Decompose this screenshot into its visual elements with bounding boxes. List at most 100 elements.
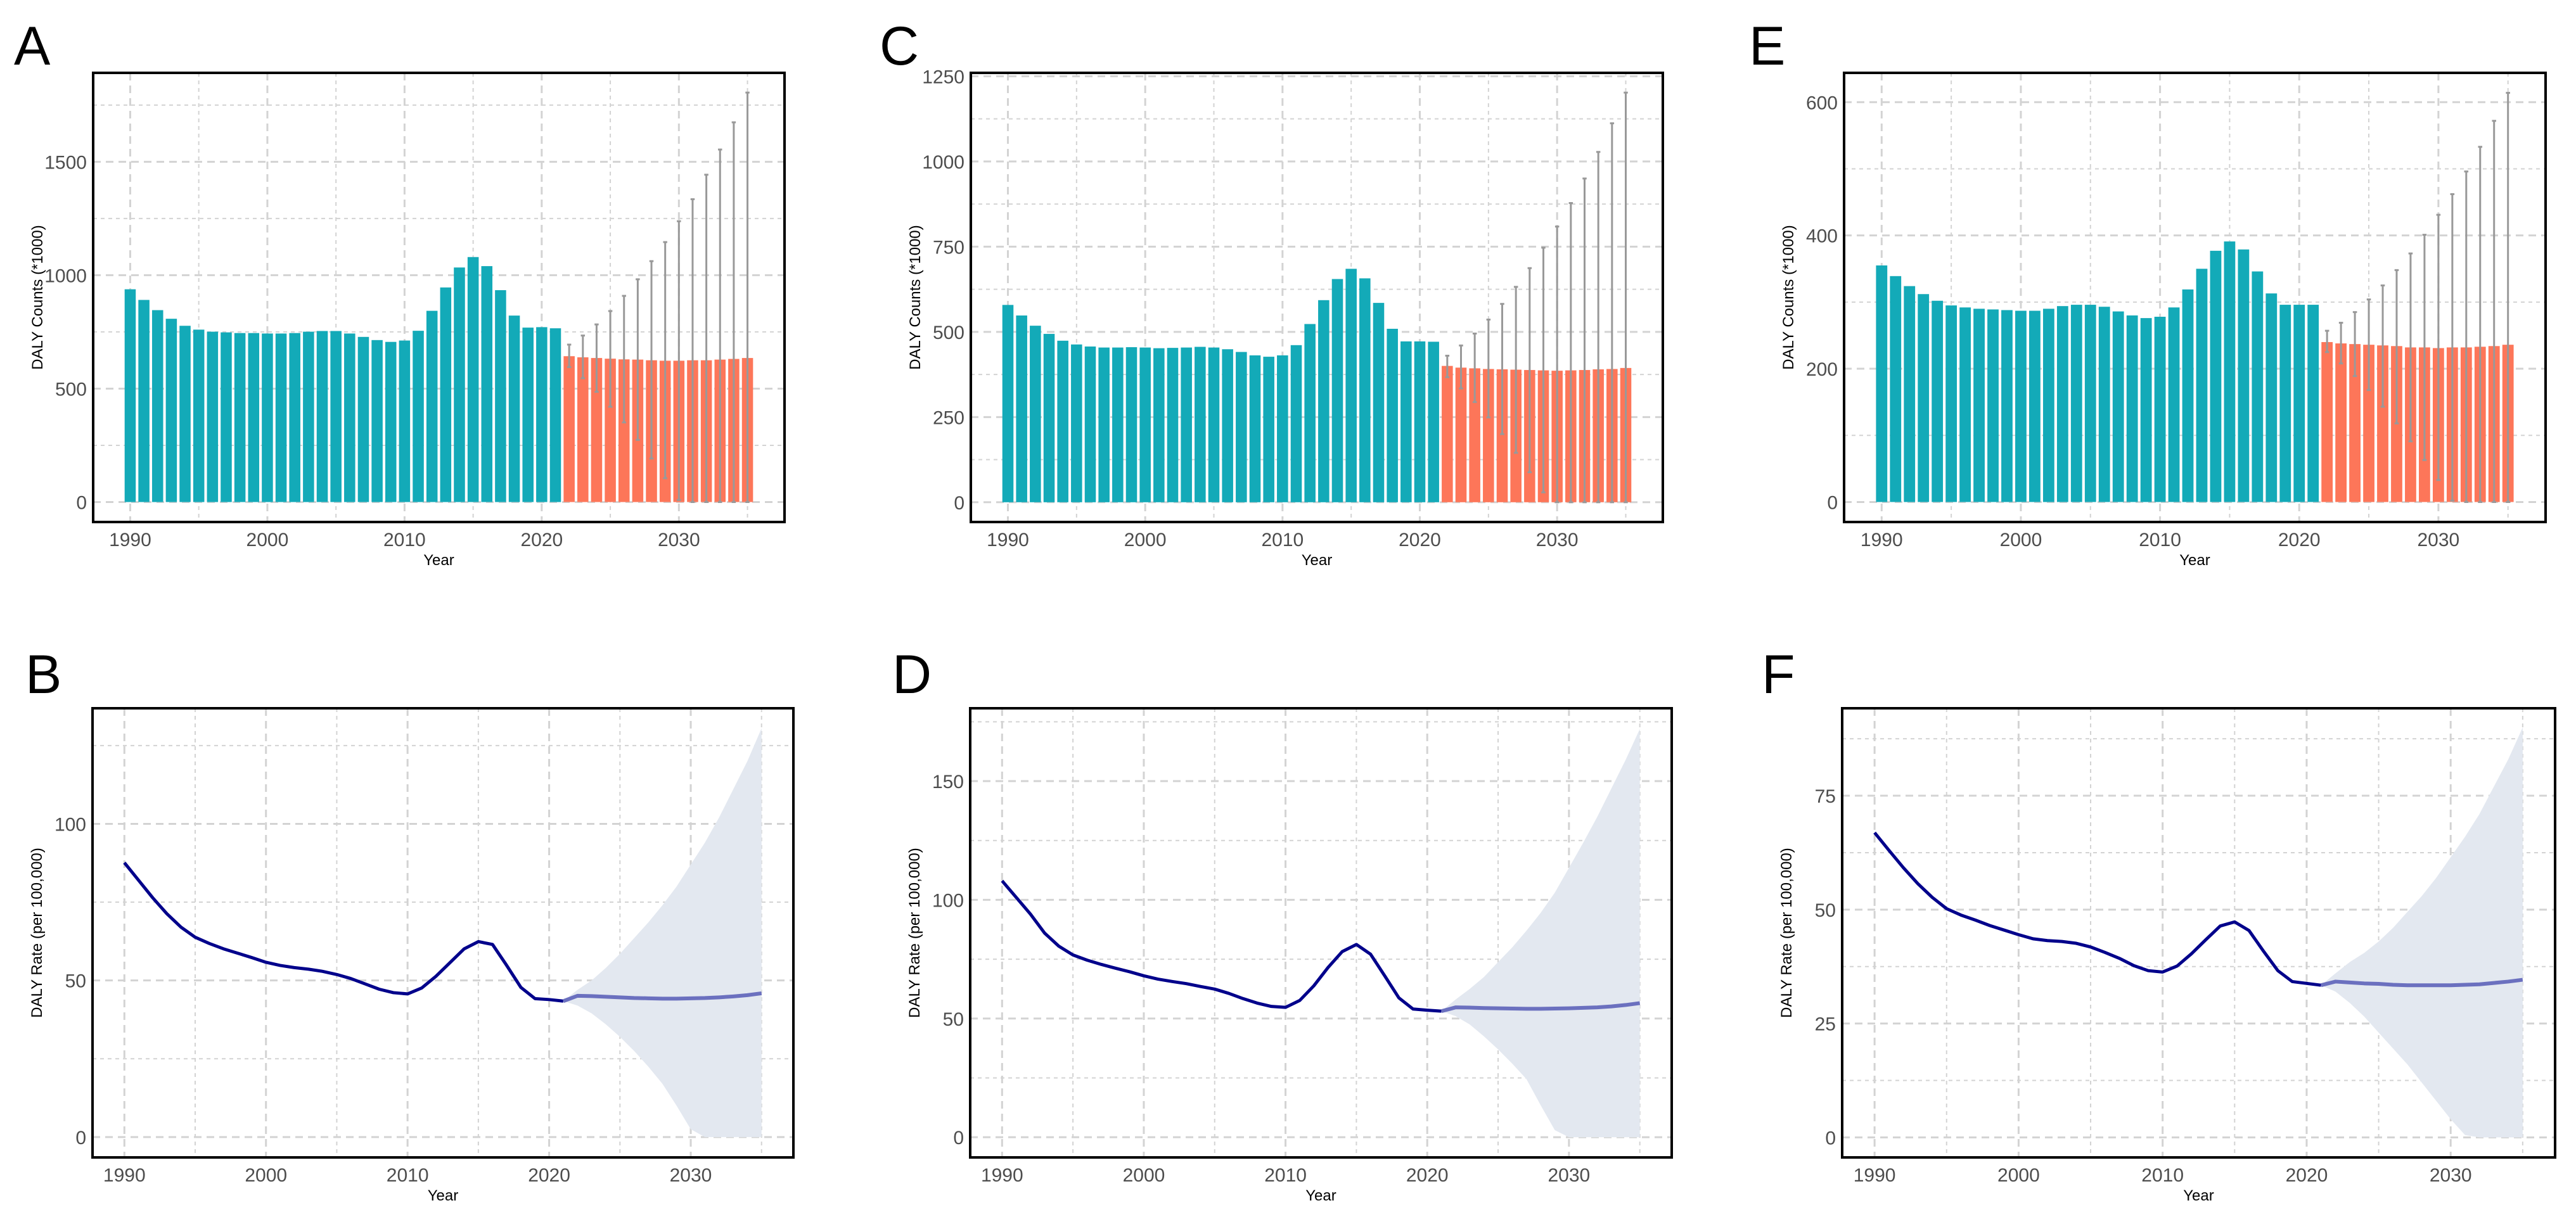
y-tick-label: 50	[65, 971, 86, 992]
bar-observed-1993	[165, 319, 177, 502]
bar-observed-2013	[440, 287, 452, 502]
y-tick-label: 600	[1806, 92, 1838, 113]
bar-observed-2000	[1139, 347, 1151, 502]
bar-observed-2003	[2056, 306, 2068, 502]
y-tick-label: 0	[1825, 1128, 1836, 1149]
bar-observed-2007	[2112, 311, 2124, 502]
bar-observed-2000	[2015, 310, 2027, 502]
x-tick-label: 1990	[109, 530, 151, 551]
confidence-ribbon	[563, 728, 762, 1137]
panel-letter-b: B	[25, 644, 62, 705]
y-tick-label: 750	[933, 237, 964, 258]
bar-observed-2017	[1373, 303, 1385, 502]
y-tick-label: 400	[1806, 226, 1838, 247]
bar-predicted-2024	[2349, 344, 2361, 502]
bar-observed-2015	[2224, 241, 2236, 502]
bar-observed-2005	[1208, 347, 1220, 502]
bar-observed-2021	[2307, 305, 2319, 502]
bar-observed-1994	[179, 326, 191, 502]
bar-observed-2001	[2029, 310, 2041, 502]
panel-e: 0 200 400 600 1990 2000 2010 2020 2030 Year DALY C…	[1780, 72, 2547, 569]
x-tick-label: 2020	[528, 1165, 570, 1186]
bar-observed-1998	[1112, 347, 1124, 502]
x-tick-label: 2010	[2141, 1165, 2184, 1186]
x-tick-label: 2010	[387, 1165, 429, 1186]
y-tick-label: 0	[953, 1128, 964, 1149]
bar-observed-1996	[1959, 307, 1971, 502]
x-tick-label: 2030	[1536, 530, 1579, 551]
bar-observed-2005	[2084, 305, 2096, 502]
bar-observed-2013	[2196, 269, 2208, 502]
bar-observed-2009	[2140, 318, 2152, 502]
bar-observed-1997	[1973, 309, 1985, 502]
bar-observed-2003	[1181, 347, 1192, 502]
bar-observed-1992	[1030, 326, 1041, 502]
bar-observed-1999	[2001, 310, 2013, 502]
bar-observed-2001	[1153, 348, 1165, 502]
x-tick-label: 2030	[658, 530, 700, 551]
bar-observed-2004	[316, 331, 328, 502]
bar-observed-2008	[1249, 355, 1261, 502]
panel-c: 0 250 500 750 1000 1250 1990 2000 2010 2020 2030 Ye…	[907, 67, 1664, 569]
bar-observed-1998	[1987, 309, 1999, 502]
bar-observed-1995	[1071, 344, 1082, 502]
bar-observed-1993	[1043, 334, 1055, 502]
bar-observed-2014	[454, 267, 465, 502]
bar-predicted-2022	[563, 356, 575, 502]
y-axis-title: DALY Counts (*1000)	[907, 225, 924, 370]
x-tick-label: 2030	[2418, 530, 2460, 551]
bar-observed-2005	[330, 331, 342, 502]
bar-observed-2019	[2279, 305, 2291, 502]
bar-observed-1990	[124, 289, 136, 502]
y-tick-label: 200	[1806, 359, 1838, 380]
x-tick-label: 2010	[2139, 530, 2181, 551]
bar-observed-2020	[1414, 341, 1426, 502]
bar-observed-2014	[2210, 250, 2222, 502]
panel-d: 0 50 100 150 1990 2000 2010 2020 2030 Year DALY Ra…	[906, 707, 1673, 1204]
bar-observed-2006	[344, 333, 356, 502]
y-tick-label: 1000	[922, 152, 964, 173]
y-tick-label: 100	[932, 890, 964, 911]
bar-predicted-2026	[2377, 345, 2388, 502]
bar-observed-1996	[207, 331, 219, 502]
plot-frame	[970, 72, 1664, 523]
bar-observed-2008	[371, 340, 383, 502]
panel-b: 0 50 100 1990 2000 2010 2020 2030 Year DALY Rate …	[29, 707, 795, 1204]
y-axis-title: DALY Counts (*1000)	[29, 225, 46, 370]
x-tick-label: 2030	[670, 1165, 712, 1186]
bar-observed-2021	[549, 328, 561, 502]
bar-observed-1992	[1904, 286, 1916, 502]
plot-frame	[91, 707, 795, 1159]
bar-observed-2012	[1304, 324, 1316, 502]
y-axis-title: DALY Rate (per 100,000)	[1778, 848, 1795, 1018]
y-axis-title: DALY Rate (per 100,000)	[29, 848, 46, 1018]
x-axis-title: Year	[1305, 1187, 1336, 1204]
x-tick-label: 2020	[2286, 1165, 2328, 1186]
bar-observed-2012	[2182, 289, 2194, 502]
y-tick-label: 250	[933, 407, 964, 428]
bar-observed-2006	[1222, 349, 1233, 502]
bar-observed-2008	[2126, 315, 2138, 502]
bar-observed-2010	[2154, 317, 2166, 502]
bar-predicted-2023	[577, 357, 589, 502]
bar-observed-2007	[357, 336, 369, 502]
bar-observed-2013	[1318, 300, 1330, 502]
x-tick-label: 2000	[1123, 1165, 1165, 1186]
bar-predicted-2024	[591, 358, 603, 502]
bar-observed-1991	[1016, 315, 1027, 502]
y-tick-label: 75	[1815, 786, 1836, 807]
x-tick-label: 2000	[1997, 1165, 2040, 1186]
bar-observed-2004	[2070, 305, 2082, 502]
y-tick-label: 100	[54, 814, 86, 835]
bar-observed-2017	[2252, 271, 2264, 502]
confidence-ribbon	[2321, 727, 2523, 1138]
bar-predicted-2026	[1496, 369, 1508, 502]
y-axis-title: DALY Counts (*1000)	[1780, 225, 1797, 370]
bar-observed-1992	[151, 310, 163, 502]
bar-observed-2019	[1400, 341, 1412, 502]
predicted-rate-line	[1440, 1001, 1641, 1014]
bar-observed-2006	[2098, 307, 2110, 502]
bar-observed-1994	[1057, 340, 1068, 502]
bar-observed-2007	[1236, 352, 1247, 502]
bar-observed-1991	[138, 300, 150, 502]
